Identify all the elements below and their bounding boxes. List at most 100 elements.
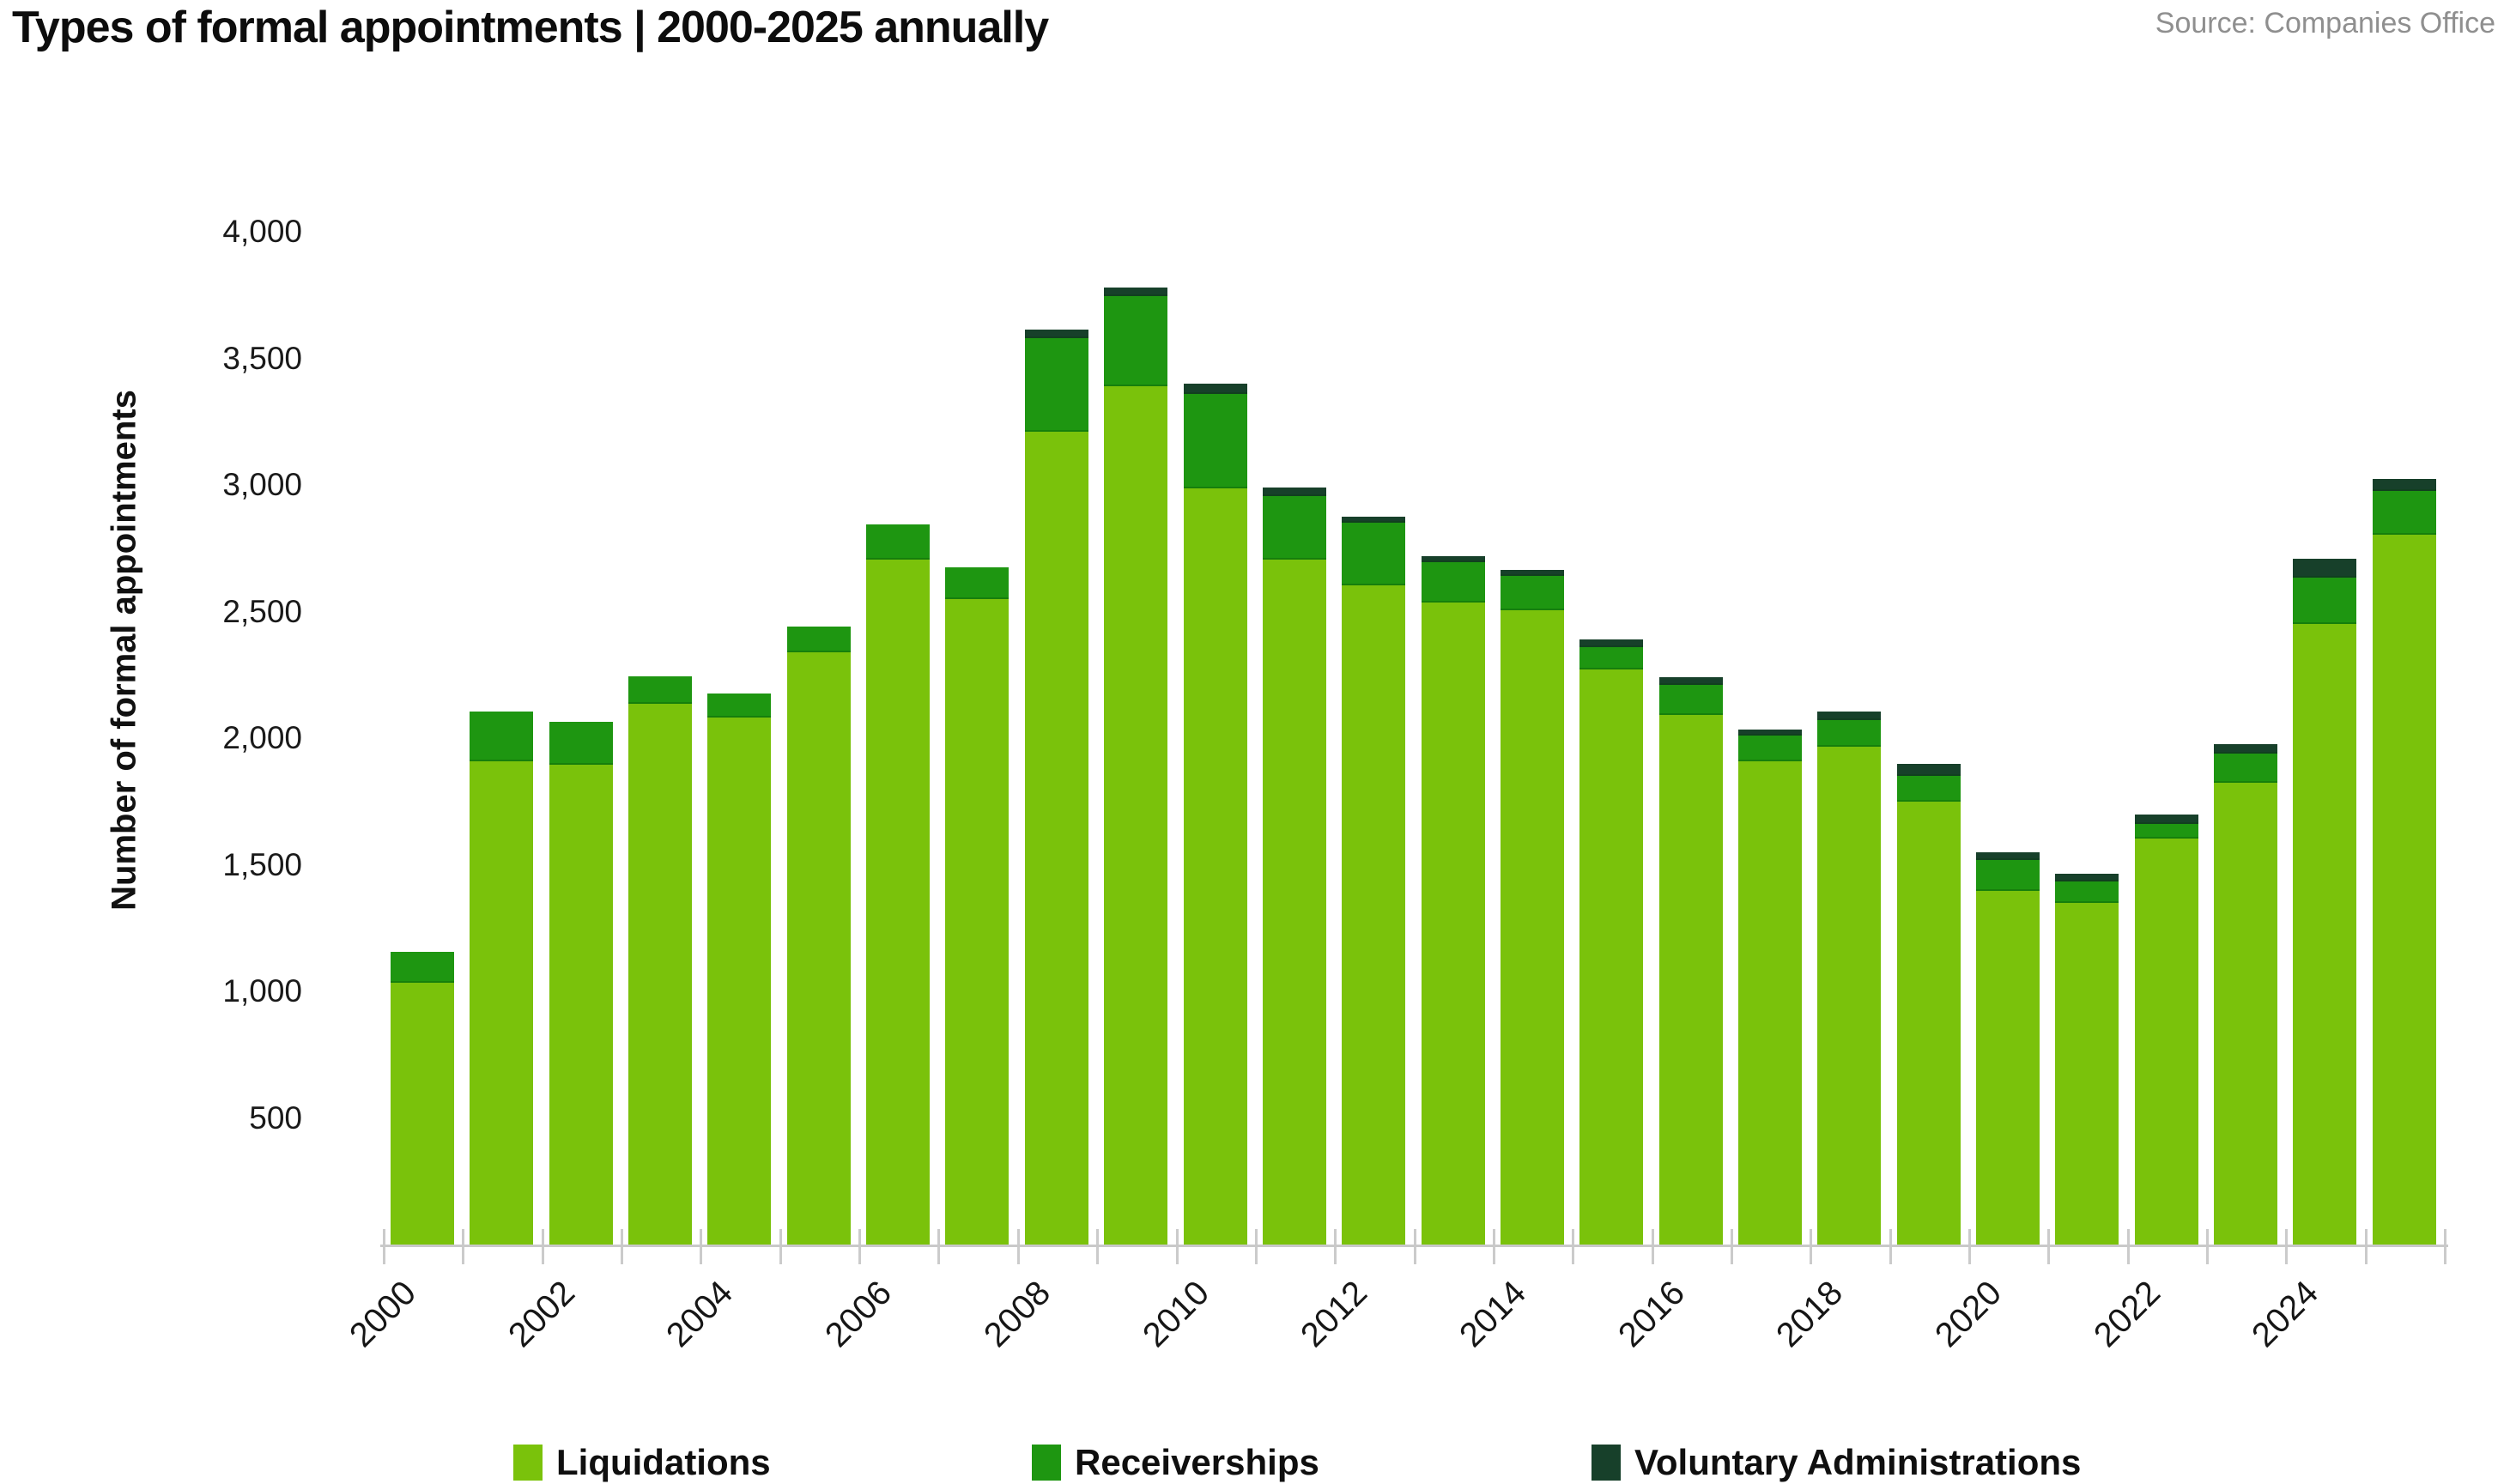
bar-2025-liquidations [2372, 534, 2436, 1245]
bar-2018-voluntary-administrations [1817, 712, 1882, 721]
bar-2002-receiverships [549, 721, 613, 765]
bar-2009-voluntary-administrations [1104, 287, 1168, 297]
bar-2021-liquidations [2055, 902, 2119, 1245]
bar-2017-liquidations [1737, 760, 1802, 1245]
bar-2025-voluntary-administrations [2372, 478, 2436, 492]
bar-2025-receiverships [2372, 491, 2436, 535]
legend-item-voluntary-administrations: Voluntary Administrations [1592, 1442, 2081, 1483]
legend-swatch-icon [1032, 1445, 1061, 1481]
bar-2021-voluntary-administrations [2055, 873, 2119, 881]
bar-2011-voluntary-administrations [1262, 487, 1326, 497]
y-tick-label-2000: 2,000 [222, 720, 302, 755]
legend-swatch-icon [513, 1445, 543, 1481]
bar-2021-receiverships [2055, 881, 2119, 903]
legend-label: Liquidations [556, 1442, 771, 1482]
y-tick-label-3000: 3,000 [222, 467, 302, 502]
bar-2004-receiverships [707, 694, 772, 718]
bar-2019-liquidations [1896, 801, 1961, 1245]
chart-title: Types of formal appointments | 2000-2025… [12, 3, 1049, 52]
bar-2022-receiverships [2134, 824, 2198, 839]
bar-2001-liquidations [470, 760, 534, 1245]
bar-2023-receiverships [2214, 753, 2278, 783]
bar-2020-voluntary-administrations [1976, 851, 2040, 860]
y-tick-label-4000: 4,000 [222, 214, 302, 249]
x-tick-label-2010: 2010 [1135, 1274, 1216, 1355]
bar-2004-liquidations [707, 718, 772, 1245]
x-tick-label-2020: 2020 [1928, 1274, 2010, 1355]
bar-2019-receiverships [1896, 776, 1961, 802]
bar-2020-receiverships [1976, 859, 2040, 892]
y-tick-label-1500: 1,500 [222, 846, 302, 882]
bar-2008-voluntary-administrations [1024, 329, 1088, 338]
legend: Liquidations Receiverships Voluntary Admin… [0, 1442, 2504, 1484]
bar-2024-receiverships [2293, 577, 2357, 625]
x-tick-label-2018: 2018 [1769, 1274, 1851, 1355]
legend-label: Receiverships [1075, 1442, 1319, 1482]
legend-swatch-icon [1592, 1445, 1621, 1481]
x-tick-label-2004: 2004 [659, 1274, 741, 1355]
bar-2022-liquidations [2134, 838, 2198, 1245]
x-tick-label-2024: 2024 [2245, 1274, 2326, 1355]
bar-2019-voluntary-administrations [1896, 763, 1961, 777]
x-tick-label-2012: 2012 [1294, 1274, 1375, 1355]
bar-2011-liquidations [1262, 560, 1326, 1245]
bar-2012-voluntary-administrations [1342, 516, 1406, 524]
bar-2017-voluntary-administrations [1737, 729, 1802, 736]
bar-2005-receiverships [786, 627, 851, 652]
bar-2001-receiverships [470, 712, 534, 761]
bar-2014-liquidations [1500, 610, 1564, 1245]
bar-2015-receiverships [1579, 646, 1644, 670]
y-tick-label-1000: 1,000 [222, 973, 302, 1009]
bar-2000-receiverships [391, 952, 454, 983]
bar-2012-receiverships [1342, 523, 1406, 585]
x-tick-label-2008: 2008 [976, 1274, 1058, 1355]
bar-2011-receiverships [1262, 496, 1326, 560]
bar-2015-liquidations [1579, 669, 1644, 1245]
bar-2023-liquidations [2214, 782, 2278, 1245]
x-tick-label-2006: 2006 [818, 1274, 900, 1355]
bar-2009-liquidations [1104, 385, 1168, 1245]
bar-2013-liquidations [1421, 603, 1485, 1245]
bar-2023-voluntary-administrations [2214, 744, 2278, 754]
bar-2008-liquidations [1024, 432, 1088, 1245]
bar-2000-liquidations [391, 982, 454, 1245]
legend-item-receiverships: Receiverships [1032, 1442, 1319, 1483]
chart-source: Source: Companies Office [2155, 7, 2495, 39]
bar-2006-liquidations [866, 560, 931, 1245]
x-tick-label-2022: 2022 [2086, 1274, 2168, 1355]
x-tick-label-2014: 2014 [1452, 1274, 1534, 1355]
bar-2018-liquidations [1817, 747, 1882, 1245]
x-tick-label-2002: 2002 [500, 1274, 582, 1355]
bar-2016-receiverships [1658, 685, 1723, 716]
bar-2014-receiverships [1500, 576, 1564, 610]
bar-2018-receiverships [1817, 720, 1882, 748]
x-axis-line [380, 1245, 2448, 1247]
y-tick-label-500: 500 [249, 1099, 302, 1136]
bar-2015-voluntary-administrations [1579, 639, 1644, 647]
bar-2024-liquidations [2293, 624, 2357, 1245]
bar-2005-liquidations [786, 651, 851, 1245]
bar-2024-voluntary-administrations [2293, 558, 2357, 578]
bar-2010-voluntary-administrations [1183, 384, 1247, 394]
bar-2008-receiverships [1024, 337, 1088, 433]
y-tick-label-3500: 3,500 [222, 340, 302, 376]
bar-2003-liquidations [628, 704, 693, 1245]
x-tick-label-2000: 2000 [343, 1274, 424, 1355]
bar-2017-receiverships [1737, 736, 1802, 761]
bar-2003-receiverships [628, 675, 693, 705]
bar-2016-liquidations [1658, 715, 1723, 1245]
bar-2013-receiverships [1421, 561, 1485, 603]
legend-label: Voluntary Administrations [1634, 1442, 2082, 1482]
bar-2016-voluntary-administrations [1658, 677, 1723, 686]
y-tick-label-2500: 2,500 [222, 593, 302, 629]
x-tick-label-2016: 2016 [1610, 1274, 1692, 1355]
bar-2013-voluntary-administrations [1421, 555, 1485, 562]
bar-2006-receiverships [866, 524, 931, 560]
legend-item-liquidations: Liquidations [513, 1442, 771, 1483]
bar-2007-receiverships [945, 566, 1009, 599]
bar-2022-voluntary-administrations [2134, 814, 2198, 825]
bar-2009-receiverships [1104, 296, 1168, 386]
bar-2012-liquidations [1342, 585, 1406, 1245]
bar-2020-liquidations [1976, 891, 2040, 1245]
